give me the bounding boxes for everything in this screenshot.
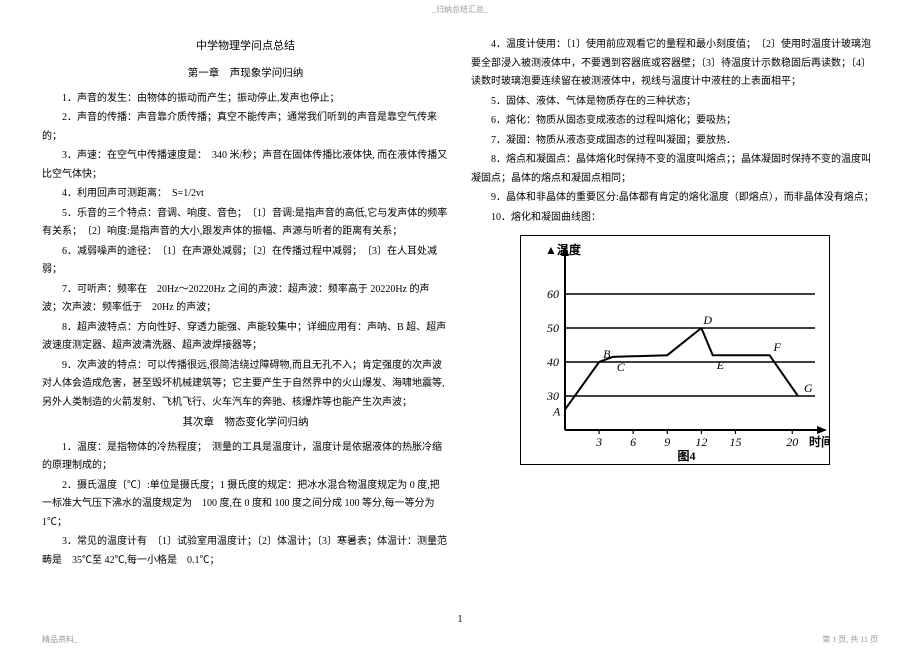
para: 8．熔点和凝固点：晶体熔化时保持不变的温度叫熔点；；晶体凝固时保持不变的温度叫凝…	[471, 151, 878, 188]
header-note: _归纳总结汇总_	[432, 4, 488, 15]
chapter2-title: 其次章 物态变化学问归纳	[42, 413, 449, 432]
svg-text:40: 40	[547, 355, 559, 369]
svg-text:A: A	[552, 405, 561, 419]
para: 9．次声波的特点：可以传播很远,很简洁绕过障碍物,而且无孔不入；肯定强度的次声波…	[42, 357, 449, 413]
footer-right: 第 1 页, 共 11 页	[822, 634, 878, 645]
chart-svg: ▲温度30405060369121520时间图4ABCDEFG	[521, 236, 829, 464]
svg-text:B: B	[603, 347, 611, 361]
svg-text:30: 30	[546, 389, 559, 403]
chapter1-title: 第一章 声现象学问归纳	[42, 64, 449, 83]
svg-text:E: E	[715, 358, 724, 372]
svg-text:6: 6	[630, 435, 636, 449]
melting-curve-chart: ▲温度30405060369121520时间图4ABCDEFG	[520, 235, 830, 465]
svg-text:9: 9	[664, 435, 670, 449]
left-column: 中学物理学问点总结 第一章 声现象学问归纳 1．声音的发生：由物体的振动而产生；…	[42, 36, 449, 571]
page-number: 1	[458, 614, 463, 625]
para: 6．熔化：物质从固态变成液态的过程叫熔化；要吸热；	[471, 112, 878, 131]
page-body: 中学物理学问点总结 第一章 声现象学问归纳 1．声音的发生：由物体的振动而产生；…	[0, 36, 920, 571]
para: 1．温度：是指物体的冷热程度； 测量的工具是温度计，温度计是依据液体的热胀冷缩的…	[42, 439, 449, 476]
para: 2．摄氏温度〔℃〕:单位是摄氏度；1 摄氏度的规定：把冰水混合物温度规定为 0 …	[42, 477, 449, 533]
para: 7．可听声：频率在 20Hz～20220Hz 之间的声波：超声波：频率高于 20…	[42, 281, 449, 318]
para: 4．温度计使用：〔1〕使用前应观看它的量程和最小刻度值； 〔2〕使用时温度计玻璃…	[471, 36, 878, 92]
para: 5．乐音的三个特点：音调、响度、音色； 〔1〕音调:是指声音的高低,它与发声体的…	[42, 205, 449, 242]
svg-text:D: D	[702, 313, 712, 327]
para: 7．凝固：物质从液态变成固态的过程叫凝固；要放热．	[471, 132, 878, 151]
para: 8．超声波特点：方向性好、穿透力能强、声能较集中；详细应用有：声呐、B 超、超声…	[42, 319, 449, 356]
svg-text:G: G	[803, 381, 812, 395]
svg-text:C: C	[616, 360, 625, 374]
para: 4．利用回声可测距离： S=1/2vt	[42, 185, 449, 204]
para: 2．声音的传播：声音靠介质传播；真空不能传声；通常我们听到的声音是靠空气传来的；	[42, 109, 449, 146]
right-column: 4．温度计使用：〔1〕使用前应观看它的量程和最小刻度值； 〔2〕使用时温度计玻璃…	[471, 36, 878, 571]
svg-text:15: 15	[729, 435, 741, 449]
para: 9．晶体和非晶体的重要区分:晶体都有肯定的熔化温度（即熔点），而非晶体没有熔点；	[471, 189, 878, 208]
para: 3．声速：在空气中传播速度是： 340 米/秒；声音在固体传播比液体快, 而在液…	[42, 147, 449, 184]
svg-text:3: 3	[595, 435, 602, 449]
para: 3．常见的温度计有 〔1〕试验室用温度计；〔2〕体温计；〔3〕寒暑表；体温计：测…	[42, 533, 449, 570]
svg-text:图4: 图4	[677, 449, 695, 463]
para: 6．减弱噪声的途径： 〔1〕在声源处减弱；〔2〕在传播过程中减弱； 〔3〕在人耳…	[42, 243, 449, 280]
main-title: 中学物理学问点总结	[42, 36, 449, 56]
svg-text:时间: 时间	[809, 434, 829, 449]
para: 10．熔化和凝固曲线图：	[471, 209, 878, 228]
para: 5．固体、液体、气体是物质存在的三种状态；	[471, 93, 878, 112]
para: 1．声音的发生：由物体的振动而产生；振动停止,发声也停止；	[42, 90, 449, 109]
svg-text:20: 20	[786, 435, 798, 449]
svg-text:60: 60	[547, 287, 559, 301]
svg-text:50: 50	[547, 321, 559, 335]
svg-text:F: F	[772, 340, 781, 354]
svg-text:12: 12	[695, 435, 707, 449]
footer-left: 精品资料_	[42, 634, 78, 645]
